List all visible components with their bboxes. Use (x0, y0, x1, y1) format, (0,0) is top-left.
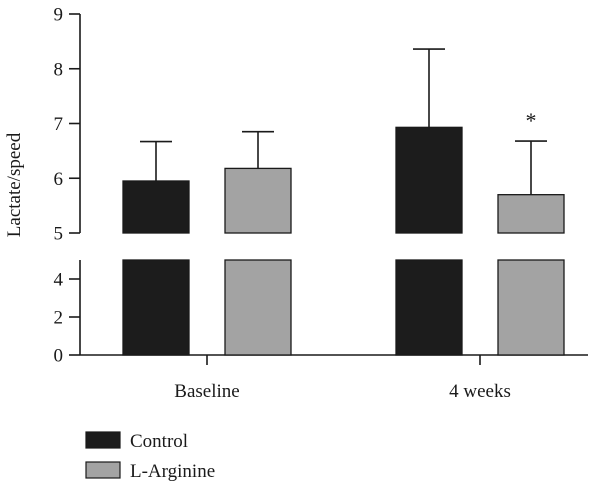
bar-upper (395, 126, 463, 234)
legend-label: Control (130, 431, 188, 452)
legend-swatch (85, 461, 121, 479)
y-tick-label: 5 (54, 224, 64, 245)
y-tick-label: 0 (54, 346, 64, 367)
y-tick-label: 2 (54, 308, 64, 329)
legend-label: L-Arginine (130, 461, 215, 482)
y-tick-label: 8 (54, 59, 64, 80)
bar-upper (497, 194, 565, 234)
legend: Control L-Arginine (85, 431, 215, 482)
bar-lower (395, 259, 463, 356)
y-tick-label: 9 (54, 5, 64, 26)
legend-swatch (85, 431, 121, 449)
significance-marker: * (526, 108, 537, 133)
x-tick-label: Baseline (174, 381, 239, 402)
y-tick-label: 6 (54, 169, 64, 190)
y-tick-label: 4 (54, 270, 64, 291)
bar-lower (224, 259, 292, 356)
y-axis-label: Lactate/speed (4, 132, 25, 237)
bars (122, 48, 565, 356)
bar-lower (122, 259, 190, 356)
x-tick-label: 4 weeks (449, 381, 511, 402)
bar-lower (497, 259, 565, 356)
bar-upper (224, 167, 292, 234)
bar-upper (122, 180, 190, 234)
y-tick-label: 7 (54, 114, 64, 135)
tick-labels: 0 2 4 5 6 7 8 9 Baseline 4 weeks * (54, 5, 537, 403)
